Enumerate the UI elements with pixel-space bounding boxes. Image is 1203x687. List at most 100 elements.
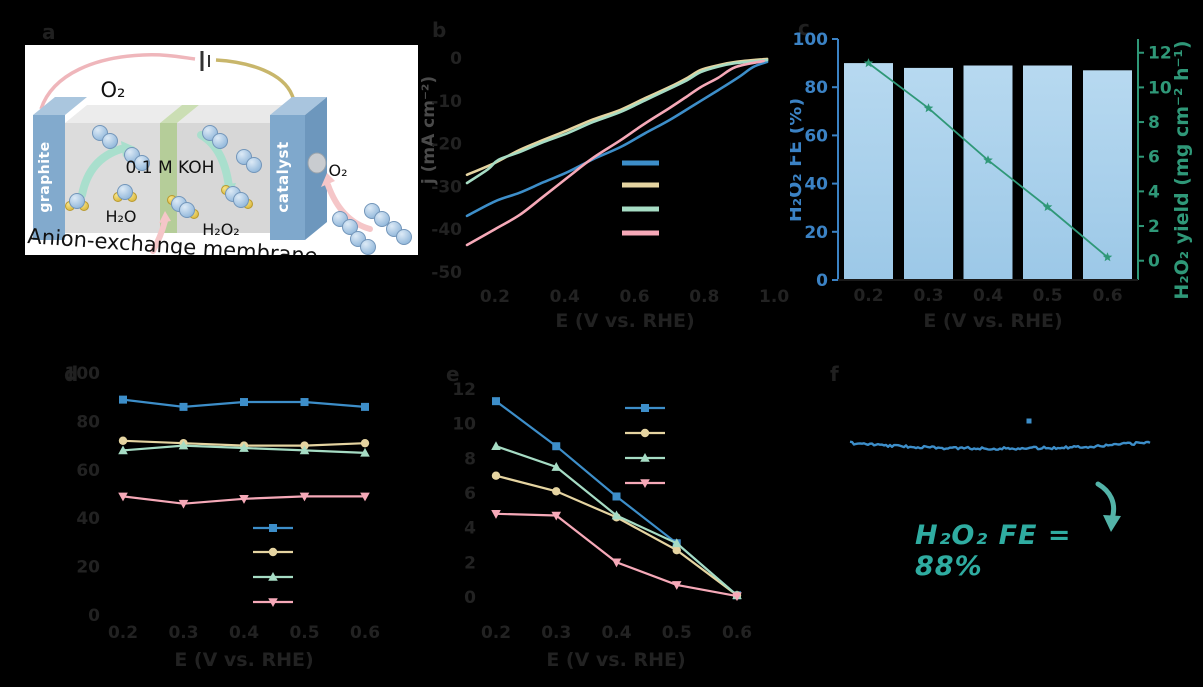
h2o2-label: H₂O₂ bbox=[202, 220, 239, 239]
y-tick-label: 0 bbox=[450, 49, 462, 69]
x-tick-label: 0.3 bbox=[168, 623, 198, 643]
left-chamber-top bbox=[65, 105, 182, 123]
graphite-label: graphite bbox=[37, 141, 53, 212]
x-tick-label: 0.5 bbox=[289, 623, 319, 643]
marker-square bbox=[179, 402, 188, 411]
annotation-arrow-head bbox=[1103, 515, 1121, 532]
y-tick-label: 8 bbox=[464, 449, 476, 469]
graphite-electrode-top bbox=[33, 97, 87, 115]
x-tick-label: 0.8 bbox=[689, 287, 719, 307]
panel-d-fe-vs-potential-chart: 0 20 40 60 80 100 0.2 0.3 0.4 0.5 0.6 E (V vs. RHE) bbox=[65, 364, 381, 671]
marker-triangle-up bbox=[491, 441, 501, 451]
x-tick-label: 0.2 bbox=[853, 286, 883, 306]
marker-square bbox=[492, 397, 500, 406]
pink-arrow-membrane-head bbox=[159, 211, 171, 223]
x-tick-label: 0.3 bbox=[913, 286, 943, 306]
fe-bar-4 bbox=[1083, 70, 1132, 280]
x-tick-label: 1.0 bbox=[759, 287, 789, 307]
marker-triangle-down bbox=[640, 479, 650, 488]
yield-star-marker bbox=[1102, 252, 1113, 262]
marker-square bbox=[641, 404, 649, 412]
marker-circle bbox=[491, 471, 501, 480]
right-tick-label: 4 bbox=[1148, 182, 1160, 202]
x-tick-label: 0.5 bbox=[1032, 286, 1062, 306]
lsv-curve-1 bbox=[465, 57, 769, 177]
marker-triangle-down bbox=[671, 581, 682, 590]
y-axis-label: j (mA cm⁻²) bbox=[420, 76, 439, 185]
marker-triangle-up bbox=[671, 538, 682, 548]
marker-triangle-up bbox=[239, 443, 249, 452]
panel-c-fe-yield-bar-chart: 0 20 40 60 80 100 H₂O₂ FE (%) 0 2 4 6 8 10 12 H₂O₂ yie… bbox=[790, 30, 1193, 332]
marker-triangle-down bbox=[118, 492, 128, 502]
marker-triangle-down bbox=[299, 492, 310, 502]
marker-square bbox=[240, 398, 248, 407]
right-tick-label: 0 bbox=[1148, 252, 1160, 272]
panel-b-lsv-chart: j (mA cm⁻²) 0 -10 -20 -30 -40 -50 0.2 0.4 0.6 0.8 1… bbox=[420, 49, 789, 332]
right-tick-label: 12 bbox=[1148, 44, 1172, 64]
series-line-3 bbox=[495, 512, 738, 598]
right-tick-label: 8 bbox=[1148, 113, 1160, 133]
annotation-arrow bbox=[1095, 481, 1117, 522]
y-tick-label: 6 bbox=[464, 484, 476, 504]
marker-triangle-up bbox=[299, 445, 310, 455]
y-tick-label: 80 bbox=[76, 412, 100, 432]
x-tick-label: 0.4 bbox=[550, 287, 580, 307]
right-tick-label: 2 bbox=[1148, 217, 1160, 237]
x-tick-label: 0.6 bbox=[1092, 286, 1122, 306]
marker-triangle-up bbox=[178, 440, 189, 450]
catalyst-label: catalyst bbox=[274, 141, 292, 212]
electrolyte-label: 0.1 M KOH bbox=[126, 158, 215, 178]
right-tick-label: 10 bbox=[1148, 78, 1172, 98]
o2-inlet-port bbox=[307, 152, 327, 174]
y-tick-label: 10 bbox=[452, 415, 476, 435]
catalyst-electrode-top bbox=[270, 97, 327, 115]
x-tick-label: 0.3 bbox=[541, 623, 571, 643]
panel-letter-f: f bbox=[830, 362, 839, 386]
right-axis-label: H₂O₂ yield (mg cm⁻² h⁻¹) bbox=[1171, 40, 1193, 299]
y-tick-label: 0 bbox=[464, 588, 476, 608]
right-tick-label: 6 bbox=[1148, 148, 1160, 168]
fe-annotation: H₂O₂ FE = 88% bbox=[915, 520, 1072, 582]
x-tick-label: 0.6 bbox=[619, 287, 649, 307]
current-trace bbox=[849, 440, 1151, 451]
graphite-electrode bbox=[33, 115, 65, 240]
marker-triangle-down bbox=[551, 511, 562, 521]
y-tick-label: 40 bbox=[76, 509, 100, 529]
yield-star-marker bbox=[983, 155, 993, 165]
x-axis-label: E (V vs. RHE) bbox=[546, 649, 685, 671]
x-tick-label: 0.2 bbox=[480, 287, 510, 307]
pink-arrow-o2-feed-head bbox=[321, 173, 335, 187]
left-tick-label: 100 bbox=[793, 30, 829, 50]
y-tick-label: 12 bbox=[452, 380, 476, 400]
left-tick-label: 60 bbox=[804, 126, 828, 146]
y-tick-label: 100 bbox=[65, 364, 101, 384]
left-tick-label: 0 bbox=[816, 271, 828, 291]
marker-triangle-up bbox=[640, 453, 650, 462]
left-tick-label: 40 bbox=[804, 175, 828, 195]
marker-triangle-down bbox=[239, 495, 249, 504]
membrane-top bbox=[160, 105, 199, 123]
fe-bar-1 bbox=[904, 67, 953, 281]
marker-triangle-up bbox=[611, 510, 622, 520]
marker-square bbox=[119, 395, 127, 404]
panel-e-yield-vs-potential-chart: 0 2 4 6 8 10 12 0.2 0.3 0.4 0.5 0.6 E (V vs. RHE) bbox=[452, 380, 752, 671]
marker-circle bbox=[640, 428, 650, 438]
marker-triangle-up bbox=[268, 572, 278, 581]
x-tick-label: 0.6 bbox=[722, 623, 752, 643]
x-tick-label: 0.2 bbox=[481, 623, 511, 643]
fe-bar-0 bbox=[844, 63, 893, 280]
y-tick-label: -40 bbox=[431, 220, 462, 240]
marker-triangle-down bbox=[732, 592, 742, 602]
x-tick-label: 0.2 bbox=[108, 623, 138, 643]
x-axis-label: E (V vs. RHE) bbox=[174, 649, 313, 671]
y-tick-label: -30 bbox=[431, 177, 462, 197]
panel-f-stability-chart bbox=[849, 418, 1151, 532]
yield-star-marker bbox=[1042, 202, 1053, 211]
marker-square bbox=[300, 398, 309, 407]
marker-triangle-down bbox=[491, 510, 501, 519]
yield-star-marker bbox=[923, 103, 934, 113]
x-axis-label: E (V vs. RHE) bbox=[555, 310, 694, 332]
marker-triangle-down bbox=[268, 598, 278, 607]
fe-bar-3 bbox=[1023, 65, 1072, 280]
marker-circle bbox=[268, 547, 278, 557]
